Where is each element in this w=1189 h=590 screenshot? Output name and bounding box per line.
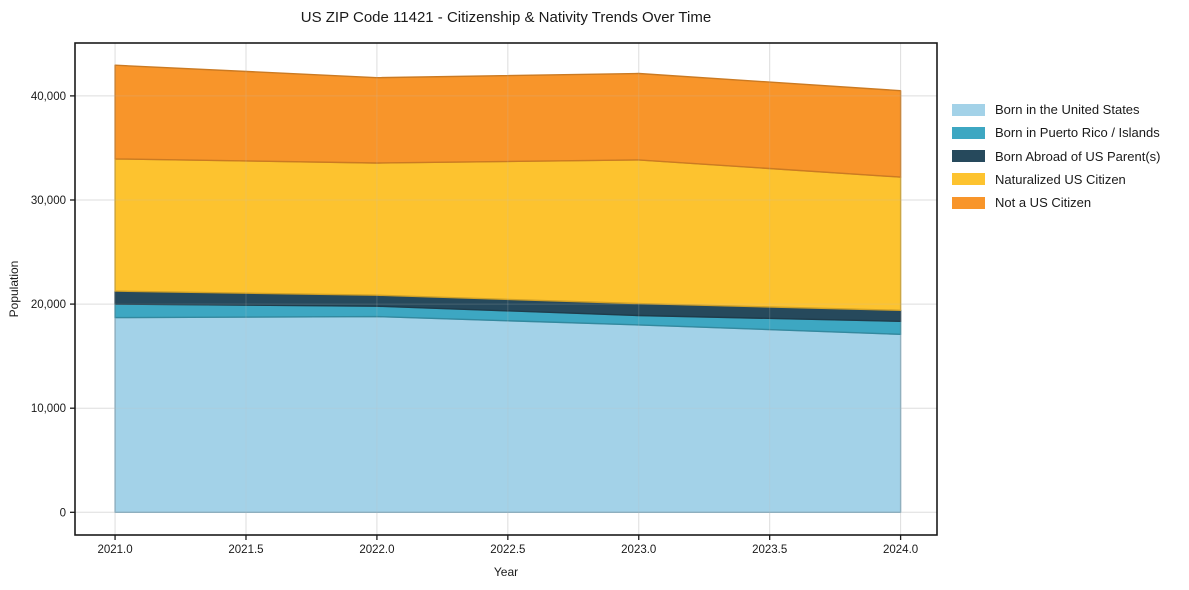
legend-item: Not a US Citizen [952,195,1160,210]
legend-swatch [952,103,985,116]
x-tick-label: 2024.0 [883,544,918,556]
legend: Born in the United States Born in Puerto … [952,102,1160,218]
chart-title: US ZIP Code 11421 - Citizenship & Nativi… [300,9,712,26]
x-tick-label: 2021.0 [97,544,132,556]
legend-swatch [952,126,985,139]
plot-frame [74,42,938,536]
legend-item: Born in the United States [952,102,1160,117]
y-axis-label: Population [7,260,21,318]
legend-item: Born Abroad of US Parent(s) [952,149,1160,164]
y-tick-label: 0 [60,507,66,519]
x-tick-label: 2022.0 [359,544,394,556]
x-tick-label: 2022.5 [490,544,525,556]
legend-label: Born in the United States [995,102,1140,117]
y-tick-label: 20,000 [31,299,66,311]
legend-label: Naturalized US Citizen [995,171,1126,187]
legend-label: Born Abroad of US Parent(s) [995,148,1161,164]
legend-swatch [952,173,985,186]
legend-item: Naturalized US Citizen [952,172,1160,187]
x-tick-label: 2021.5 [228,544,263,556]
legend-item: Born in Puerto Rico / Islands [952,125,1160,140]
x-tick-label: 2023.5 [752,544,787,556]
x-tick-label: 2023.0 [621,544,656,556]
x-axis-label: Year [493,565,519,579]
legend-swatch [952,196,985,209]
legend-label: Not a US Citizen [995,195,1092,211]
y-tick-label: 40,000 [31,91,66,103]
y-tick-label: 30,000 [31,195,66,207]
legend-swatch [952,150,985,163]
legend-label: Born in Puerto Rico / Islands [995,125,1160,141]
y-tick-label: 10,000 [31,403,66,415]
area-series-5 [114,64,902,178]
